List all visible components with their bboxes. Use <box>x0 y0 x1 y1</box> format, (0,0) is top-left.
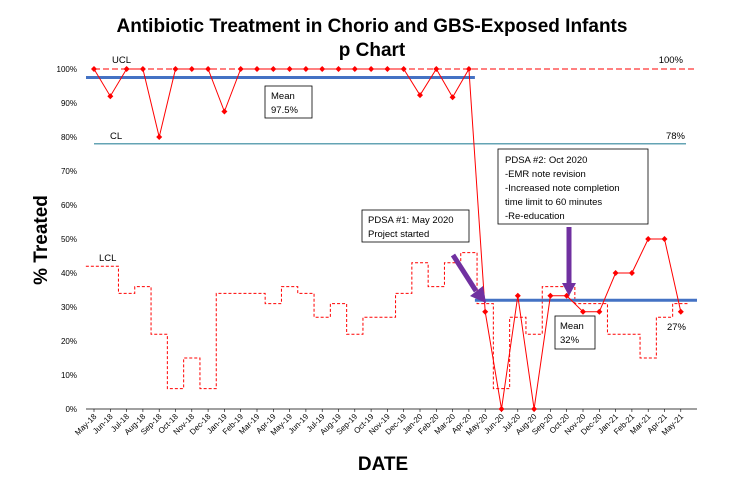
data-point <box>514 292 521 299</box>
data-point <box>172 66 179 72</box>
data-point <box>628 270 635 276</box>
y-tick-label: 70% <box>61 167 77 176</box>
data-point <box>449 94 456 101</box>
pdsa-1-line-2: Project started <box>368 229 429 240</box>
data-point <box>465 66 472 72</box>
ucl-value-label: 100% <box>659 55 684 66</box>
data-point <box>677 308 684 315</box>
y-tick-label: 90% <box>61 99 77 108</box>
y-axis-ticks: 0% 10% 20% 30% 40% 50% 60% 70% 80% 90% 100% <box>57 65 77 414</box>
cl-label: CL <box>110 131 122 142</box>
y-tick-label: 50% <box>61 235 77 244</box>
chart-subtitle: p Chart <box>339 40 406 61</box>
data-point <box>384 66 391 72</box>
data-point <box>645 236 652 242</box>
cl-value-label: 78% <box>666 131 686 142</box>
y-tick-label: 0% <box>65 405 77 414</box>
y-tick-label: 30% <box>61 303 77 312</box>
pdsa-1-callout: PDSA #1: May 2020 Project started <box>361 209 470 243</box>
pdsa-2-line-3: -Increased note completion <box>505 183 620 194</box>
pdsa-1-line-1: PDSA #1: May 2020 <box>368 215 454 226</box>
y-axis-title: % Treated <box>31 195 52 285</box>
data-points <box>91 66 684 412</box>
data-point <box>596 308 603 315</box>
mean-phase-1-line-1: Mean <box>271 91 295 102</box>
pdsa-1-arrow <box>450 253 486 303</box>
last-point-label: 27% <box>667 322 687 333</box>
pdsa-2-line-5: -Re-education <box>505 211 565 222</box>
data-point <box>286 66 293 72</box>
data-point <box>302 66 309 72</box>
mean-phase-2-line-1: Mean <box>560 321 584 332</box>
data-point <box>156 134 163 140</box>
pdsa-2-line-1: PDSA #2: Oct 2020 <box>505 155 587 166</box>
data-point <box>661 236 668 242</box>
data-point <box>237 66 244 72</box>
data-point <box>91 66 97 72</box>
data-point <box>400 66 407 72</box>
data-point <box>547 292 554 299</box>
y-tick-label: 20% <box>61 337 77 346</box>
mean-phase-2-line-2: 32% <box>560 335 580 346</box>
data-point <box>498 406 505 412</box>
pdsa-2-line-4: time limit to 60 minutes <box>505 197 602 208</box>
data-point <box>433 66 440 72</box>
pdsa-2-arrow <box>562 227 576 296</box>
data-point <box>612 270 619 276</box>
data-point <box>123 66 130 72</box>
data-point <box>580 308 586 315</box>
data-point <box>254 66 260 72</box>
data-point <box>368 66 375 72</box>
data-point <box>221 108 228 115</box>
lcl-label: LCL <box>99 253 116 264</box>
y-tick-label: 10% <box>61 371 77 380</box>
y-tick-label: 40% <box>61 269 77 278</box>
y-tick-label: 80% <box>61 133 77 142</box>
ucl-label: UCL <box>112 55 131 66</box>
chart-title: Antibiotic Treatment in Chorio and GBS-E… <box>117 16 628 37</box>
data-point <box>351 66 358 72</box>
data-point <box>335 66 342 72</box>
x-axis-ticks: May-18Jun-18Jul-18Aug-18Sep-18Oct-18Nov-… <box>73 409 686 437</box>
data-point <box>319 66 326 72</box>
mean-phase-1-callout: Mean 97.5% <box>264 85 313 119</box>
data-point <box>188 66 195 72</box>
data-point <box>139 66 146 72</box>
lcl-step-line <box>85 252 689 390</box>
data-point <box>417 92 423 99</box>
data-point <box>270 66 277 72</box>
data-point <box>482 308 489 315</box>
y-tick-label: 100% <box>57 65 77 74</box>
mean-phase-2-callout: Mean 32% <box>554 315 596 350</box>
y-tick-label: 60% <box>61 201 77 210</box>
data-point <box>107 93 114 100</box>
pdsa-2-callout: PDSA #2: Oct 2020 -EMR note revision -In… <box>497 148 649 225</box>
pdsa-2-line-2: -EMR note revision <box>505 169 586 180</box>
data-point <box>205 66 212 72</box>
data-point <box>531 406 538 412</box>
x-axis-title: DATE <box>358 454 408 475</box>
mean-phase-1-line-2: 97.5% <box>271 105 298 116</box>
